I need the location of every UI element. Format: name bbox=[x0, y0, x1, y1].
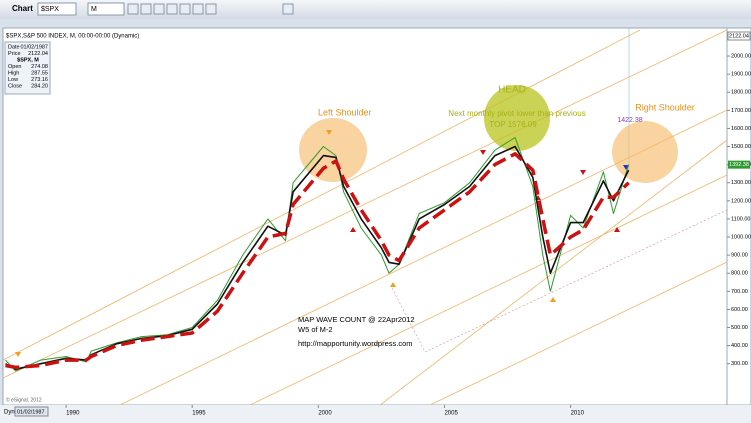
info-label: Price bbox=[8, 51, 21, 57]
info-symbol: $SPX, M bbox=[17, 57, 39, 63]
x-tick-label: 1990 bbox=[66, 411, 80, 417]
y-tick-label: 1500.00 bbox=[731, 144, 751, 150]
y-tick-label: 500.00 bbox=[731, 325, 748, 331]
symbol-input[interactable] bbox=[37, 2, 77, 16]
current-price-box bbox=[728, 160, 750, 169]
y-tick-label: 400.00 bbox=[731, 343, 748, 349]
y-tick-label: 900.00 bbox=[731, 253, 748, 259]
y-tick-label: 600.00 bbox=[731, 307, 748, 313]
info-value: 274.08 bbox=[31, 64, 48, 70]
info-label: High bbox=[8, 70, 19, 76]
symbol: $SPX bbox=[41, 6, 59, 13]
y-tick-label: 1100.00 bbox=[731, 216, 750, 222]
x-tick-label: 2010 bbox=[571, 411, 585, 417]
y-tick-label: 300.00 bbox=[731, 361, 748, 367]
info-label: Low bbox=[8, 77, 18, 83]
y-tick-label: 1900.00 bbox=[731, 72, 751, 78]
annotation: Left Shoulder bbox=[318, 107, 372, 117]
x-tick-label: 2005 bbox=[444, 411, 458, 417]
copyright: © eSignal, 2012 bbox=[6, 396, 42, 403]
y-tick-label: 1200.00 bbox=[731, 198, 751, 204]
price-line bbox=[5, 137, 630, 372]
y-tick-label: 1800.00 bbox=[731, 90, 751, 96]
chart-title: $SPX,S&P 500 INDEX, M, 00:00-00:00 (Dyna… bbox=[6, 34, 139, 40]
right-shoulder-circle bbox=[612, 121, 678, 183]
annotation: MAP WAVE COUNT @ 22Apr2012 bbox=[298, 315, 415, 324]
annotation: Right Shoulder bbox=[635, 102, 695, 112]
pivot-markers bbox=[15, 130, 629, 357]
axis-mode: Dyn bbox=[4, 410, 15, 416]
last-price: 2122.04 bbox=[729, 33, 749, 39]
annotation: HEAD bbox=[498, 85, 526, 96]
annotation: http://mapportunity.wordpress.com bbox=[298, 339, 413, 348]
annotation: Next monthly pivot lower than previous bbox=[448, 109, 585, 118]
price-line bbox=[5, 152, 630, 370]
y-tick-label: 1300.00 bbox=[731, 180, 751, 186]
price-axis bbox=[726, 27, 751, 406]
y-tick-label: 1600.00 bbox=[731, 126, 751, 132]
interval: M bbox=[91, 6, 97, 13]
interval-select[interactable] bbox=[87, 2, 125, 16]
info-value: 2122.04 bbox=[28, 51, 48, 57]
time-axis bbox=[0, 405, 751, 423]
y-tick-label: 700.00 bbox=[731, 289, 748, 295]
annotation: TOP 1576.09 bbox=[489, 120, 537, 129]
window-title: Chart bbox=[12, 4, 33, 13]
cursor-date: 01/02/1987 bbox=[17, 409, 45, 415]
info-value: 273.16 bbox=[31, 77, 48, 83]
info-label: Date bbox=[8, 44, 20, 50]
y-tick-label: 2000.00 bbox=[731, 54, 751, 60]
annotation: 1422.38 bbox=[617, 117, 642, 124]
info-label: Close bbox=[8, 83, 22, 89]
x-tick-label: 1995 bbox=[192, 411, 206, 417]
info-value: 287.55 bbox=[31, 70, 48, 76]
y-tick-label: 800.00 bbox=[731, 271, 748, 277]
head-circle bbox=[484, 85, 550, 151]
info-panel bbox=[4, 41, 51, 95]
toolbar-icons[interactable] bbox=[127, 3, 294, 15]
cursor-date-box bbox=[14, 406, 49, 417]
last-price-box bbox=[727, 31, 751, 41]
info-value: 284.20 bbox=[31, 83, 48, 89]
info-value: 01/02/1987 bbox=[20, 44, 48, 50]
annotation: W5 of M-2 bbox=[298, 325, 333, 334]
y-tick-label: 1000.00 bbox=[731, 234, 751, 240]
current-price: 1392.38 bbox=[729, 162, 749, 168]
x-tick-label: 2000 bbox=[318, 411, 332, 417]
info-label: Open bbox=[8, 64, 21, 70]
y-tick-label: 1700.00 bbox=[731, 108, 751, 114]
left-shoulder-circle bbox=[299, 118, 367, 182]
